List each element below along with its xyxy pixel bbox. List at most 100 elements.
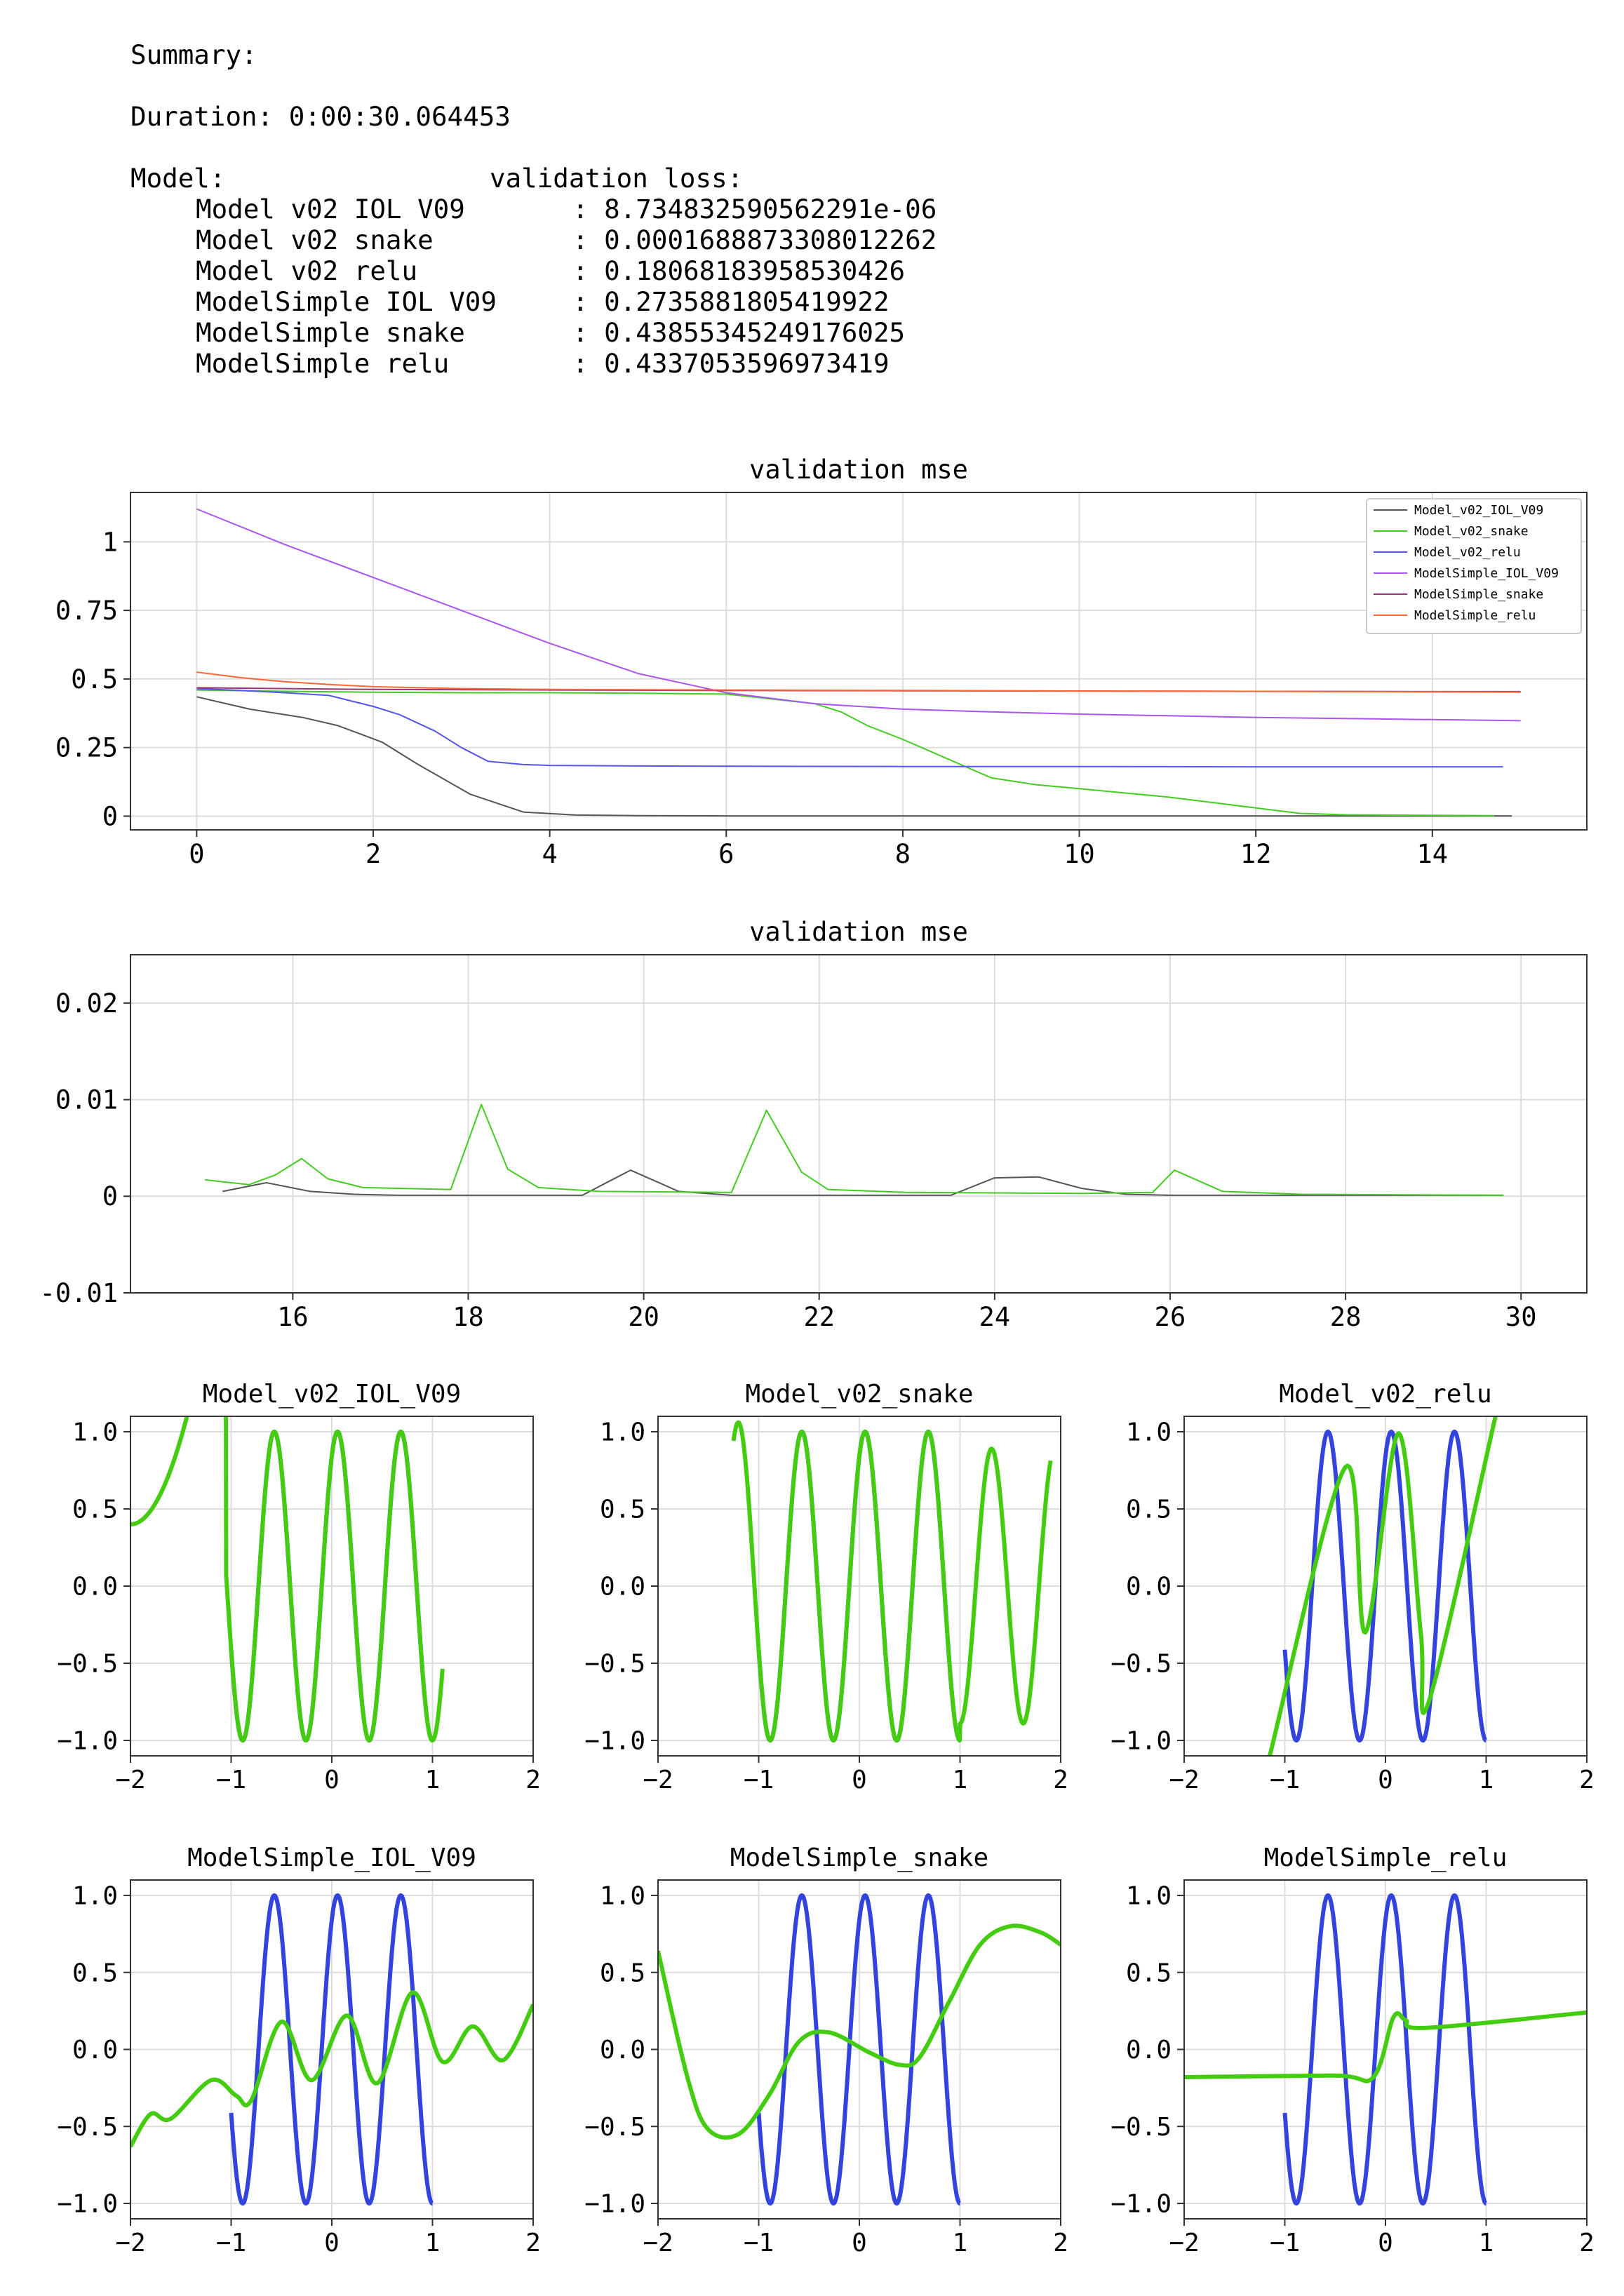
- duration-line: Duration: 0:00:30.064453: [130, 101, 1042, 132]
- y-tick-label: 0.0: [600, 2036, 645, 2065]
- y-tick-label: −1.0: [584, 1727, 645, 1756]
- y-tick-label: 0.0: [72, 1573, 118, 1602]
- table-row: ModelSimple IOL V09: 0.2735881805419922: [130, 286, 1042, 317]
- x-tick-label: 2: [1579, 2229, 1595, 2257]
- series-group: [130, 1416, 445, 1743]
- table-row: ModelSimple snake: 0.43855345249176025: [130, 317, 1042, 348]
- y-tick-label: 0.25: [55, 733, 118, 763]
- series-group: [205, 1103, 1504, 1196]
- x-tick-label: −1: [1270, 2229, 1300, 2257]
- x-tick-label: −2: [115, 1766, 145, 1794]
- legend-label: Model_v02_IOL_V09: [1414, 503, 1543, 518]
- table-header: Model: validation loss:: [130, 163, 1042, 194]
- x-tick-label: 4: [542, 839, 557, 869]
- x-tick-label: 0: [324, 2229, 340, 2257]
- y-tick-label: −0.5: [584, 1650, 645, 1679]
- chart-fit_4: −2 −1 0 1 2 −1.0 −0.5 0.0 0.5 1.0 ModelSimple_IOL_…: [57, 1844, 541, 2257]
- chart-fit_6: −2 −1 0 1 2 −1.0 −0.5 0.0 0.5 1.0 ModelSimple_relu: [1110, 1844, 1595, 2257]
- series-line-Model_v02_IOL_V09: [196, 696, 1512, 817]
- y-tick-label: 0.5: [600, 1959, 645, 1987]
- y-tick-label: 0.5: [1126, 1959, 1172, 1987]
- chart-fit_3: −2 −1 0 1 2 −1.0 −0.5 0.0 0.5 1.0 Model_v02_relu: [1110, 1380, 1595, 1794]
- y-tick-label: 1.0: [72, 1882, 118, 1911]
- loss-header: validation loss:: [490, 163, 744, 194]
- y-tick-label: 0.5: [72, 1496, 118, 1524]
- series-line-Model_v02_relu: [196, 687, 1503, 768]
- series-line-prediction: [130, 1416, 445, 1743]
- x-tick-label: −2: [643, 2229, 673, 2257]
- series-line-target: [1282, 1430, 1488, 1743]
- model-name: ModelSimple IOL V09: [196, 286, 497, 317]
- y-tick-label: −0.5: [57, 2113, 118, 2142]
- x-tick-label: 1: [953, 2229, 968, 2257]
- x-tick-label: 6: [718, 839, 734, 869]
- y-tick-label: −0.5: [1110, 1650, 1172, 1679]
- x-tick-label: 1: [953, 1766, 968, 1794]
- y-tick-label: 0.01: [55, 1085, 118, 1115]
- x-tick-label: −2: [115, 2229, 145, 2257]
- chart-title: Model_v02_relu: [1279, 1380, 1491, 1409]
- model-loss: : 8.734832590562291e-06: [572, 194, 937, 224]
- y-tick-label: 1.0: [1126, 1882, 1172, 1911]
- x-tick-label: −2: [643, 1766, 673, 1794]
- x-tick-label: −1: [216, 2229, 246, 2257]
- series-line-prediction: [731, 1420, 1053, 1743]
- y-tick-label: 0.0: [1126, 1573, 1172, 1602]
- x-tick-label: 2: [525, 2229, 541, 2257]
- series-group: [130, 1893, 533, 2206]
- x-tick-label: 14: [1417, 839, 1449, 869]
- x-tick-label: 16: [277, 1302, 309, 1332]
- x-tick-label: 0: [189, 839, 204, 869]
- chart-title: validation mse: [749, 455, 968, 485]
- model-name: Model v02 snake: [196, 224, 434, 255]
- table-row: Model v02 IOL V09 : 8.734832590562291e-06: [130, 194, 1042, 224]
- x-tick-label: 1: [425, 2229, 441, 2257]
- series-group: [658, 1893, 1061, 2206]
- y-tick-label: −1.0: [1110, 1727, 1172, 1756]
- chart-title: validation mse: [749, 917, 968, 947]
- series-line-Model_v02_snake: [196, 689, 1494, 817]
- model-name: Model v02 IOL V09: [196, 194, 465, 224]
- y-tick-label: 0.5: [1126, 1496, 1172, 1524]
- y-tick-label: 0.5: [72, 1959, 118, 1987]
- axes-frame: [130, 492, 1588, 831]
- x-tick-label: 24: [979, 1302, 1011, 1332]
- y-tick-label: 1.0: [600, 1882, 645, 1911]
- y-tick-label: 0.5: [600, 1496, 645, 1524]
- x-tick-label: 12: [1240, 839, 1272, 869]
- x-tick-label: 0: [324, 1766, 340, 1794]
- y-tick-label: 0.0: [72, 2036, 118, 2065]
- series-line-target: [756, 1893, 962, 2206]
- chart-title: ModelSimple_IOL_V09: [187, 1844, 476, 1872]
- series-group: [731, 1420, 1053, 1743]
- summary-heading: Summary:: [130, 39, 257, 70]
- x-tick-label: 2: [1053, 1766, 1068, 1794]
- series-line-Model_v02_IOL_V09: [222, 1169, 1504, 1196]
- y-tick-label: -0.01: [40, 1278, 118, 1308]
- x-tick-label: 2: [1053, 2229, 1068, 2257]
- chart-title: ModelSimple_snake: [730, 1844, 988, 1872]
- y-tick-label: −1.0: [57, 1727, 118, 1756]
- x-tick-label: 2: [525, 1766, 541, 1794]
- chart-fit_1: −2 −1 0 1 2 −1.0 −0.5 0.0 0.5 1.0 Model_v02_IOL_V0…: [57, 1380, 541, 1794]
- y-tick-label: 1: [102, 527, 118, 557]
- y-tick-label: −0.5: [584, 2113, 645, 2142]
- series-line-prediction: [130, 1990, 533, 2148]
- chart-fit_5: −2 −1 0 1 2 −1.0 −0.5 0.0 0.5 1.0 ModelSimple_snak…: [584, 1844, 1068, 2257]
- x-tick-label: −1: [744, 1766, 774, 1794]
- duration-value: 0:00:30.064453: [288, 101, 511, 132]
- table-row: Model v02 snake: 0.0001688873308012262: [130, 224, 1042, 255]
- series-line-ModelSimple_IOL_V09: [196, 508, 1521, 722]
- model-loss: : 0.4337053596973419: [572, 348, 890, 379]
- x-tick-label: −1: [216, 1766, 246, 1794]
- chart-fit_2: −2 −1 0 1 2 −1.0 −0.5 0.0 0.5 1.0 Model_v02_snake: [584, 1380, 1068, 1794]
- y-tick-label: 1.0: [600, 1418, 645, 1447]
- x-tick-label: 1: [425, 1766, 441, 1794]
- x-tick-label: 0: [1378, 2229, 1393, 2257]
- duration-label: Duration:: [130, 101, 274, 132]
- y-tick-label: −0.5: [57, 1650, 118, 1679]
- x-tick-label: 20: [628, 1302, 659, 1332]
- series-line-ModelSimple_relu: [196, 671, 1521, 693]
- y-tick-label: 0.75: [55, 596, 118, 626]
- chart-title: ModelSimple_relu: [1264, 1844, 1508, 1872]
